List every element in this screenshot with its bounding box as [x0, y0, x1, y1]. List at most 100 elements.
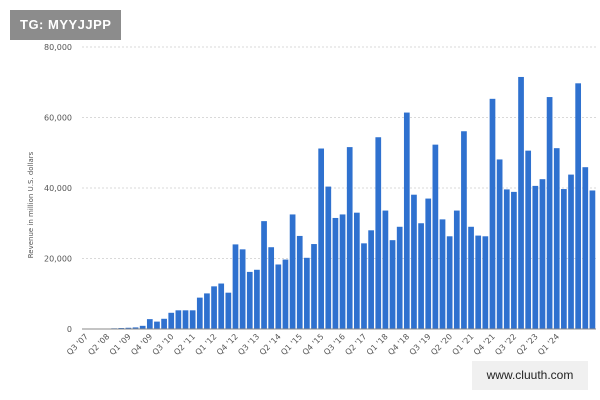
bar [546, 97, 553, 329]
bar [568, 174, 574, 329]
bar [339, 214, 346, 329]
bar [496, 159, 503, 329]
bar [246, 271, 253, 329]
y-tick-label: 0 [67, 325, 72, 334]
x-tick-label: Q1 '24 [536, 332, 561, 357]
bar [553, 148, 560, 329]
bar [218, 283, 225, 329]
bar [254, 269, 260, 329]
bar [518, 76, 524, 330]
bar [268, 247, 275, 329]
bar [311, 244, 317, 329]
bar [425, 198, 432, 329]
bar [161, 318, 167, 329]
x-tick-label: Q1 '18 [365, 332, 390, 357]
x-tick-label: Q3 '07 [65, 332, 90, 357]
bar [204, 293, 210, 329]
x-tick-label: Q2 '23 [515, 332, 540, 357]
x-tick-label: Q1 '21 [451, 332, 476, 357]
bar [503, 189, 510, 329]
bar [582, 167, 589, 329]
bar [225, 292, 232, 329]
x-tick-label: Q4 '18 [386, 332, 411, 357]
bar [411, 194, 417, 329]
y-axis-title: Revenue in million U.S. dollars [27, 151, 35, 258]
bar [432, 144, 439, 329]
bar [261, 221, 267, 329]
x-tick-label: Q2 '20 [429, 332, 454, 357]
y-tick-label: 20,000 [44, 255, 72, 264]
y-tick-label: 60,000 [44, 114, 72, 123]
bar [346, 147, 353, 329]
x-tick-label: Q2 '17 [343, 332, 368, 357]
bar [453, 210, 460, 329]
bar [532, 185, 539, 329]
bar [403, 112, 410, 329]
bar [211, 286, 217, 329]
bar [439, 219, 446, 329]
bar [146, 319, 153, 329]
bar [482, 236, 489, 329]
x-tick-label: Q1 '09 [108, 332, 133, 357]
bar [275, 264, 282, 329]
y-tick-label: 40,000 [44, 184, 72, 193]
x-tick-label: Q4 '12 [215, 332, 240, 357]
bar [511, 191, 517, 329]
gridlines [82, 46, 596, 259]
bar [368, 230, 374, 329]
bar [396, 226, 403, 329]
bar [304, 257, 310, 329]
bar [446, 236, 453, 329]
bar [332, 217, 339, 329]
bar [175, 310, 182, 329]
bar [289, 214, 296, 329]
x-tick-label: Q3 '10 [151, 332, 176, 357]
watermark-bottom-right: www.cluuth.com [472, 361, 588, 390]
bar [182, 310, 189, 329]
x-tick-label: Q3 '19 [408, 332, 433, 357]
bars [82, 76, 596, 330]
x-tick-label: Q1 '15 [279, 332, 304, 357]
x-tick-label: Q3 '16 [322, 332, 347, 357]
y-axis-ticks: 0 20,000 40,000 60,000 80,000 [44, 43, 72, 334]
bar [575, 83, 582, 329]
bar [325, 186, 332, 329]
x-tick-label: Q2 '14 [258, 332, 283, 357]
x-tick-label: Q1 '12 [194, 332, 219, 357]
bar [232, 244, 239, 329]
bar [296, 235, 303, 329]
bar [389, 240, 396, 329]
x-tick-label: Q4 '09 [129, 332, 154, 357]
bar [353, 212, 360, 329]
bar [139, 325, 146, 329]
bar [318, 148, 325, 329]
y-tick-label: 80,000 [44, 43, 72, 52]
bar [168, 312, 175, 329]
watermark-top-left: TG: MYYJJPP [10, 10, 122, 40]
bar [132, 327, 139, 329]
x-tick-label: Q4 '21 [472, 332, 497, 357]
bar [525, 150, 532, 329]
bar [282, 259, 289, 329]
bar [468, 226, 474, 329]
x-tick-label: Q2 '08 [86, 332, 111, 357]
bar [489, 98, 496, 329]
x-tick-label: Q4 '15 [301, 332, 326, 357]
bar [361, 243, 367, 329]
bar [125, 327, 132, 329]
bar [154, 321, 160, 329]
bar [561, 189, 567, 329]
x-tick-label: Q2 '11 [172, 332, 197, 357]
bar [375, 137, 382, 329]
bar [196, 297, 203, 329]
bar [189, 310, 196, 329]
x-tick-label: Q3 '13 [236, 332, 261, 357]
bar [539, 179, 546, 329]
bar [461, 131, 467, 329]
bar [239, 249, 246, 329]
bar [382, 210, 389, 329]
bar [475, 235, 482, 329]
x-tick-label: Q3 '22 [493, 332, 518, 357]
